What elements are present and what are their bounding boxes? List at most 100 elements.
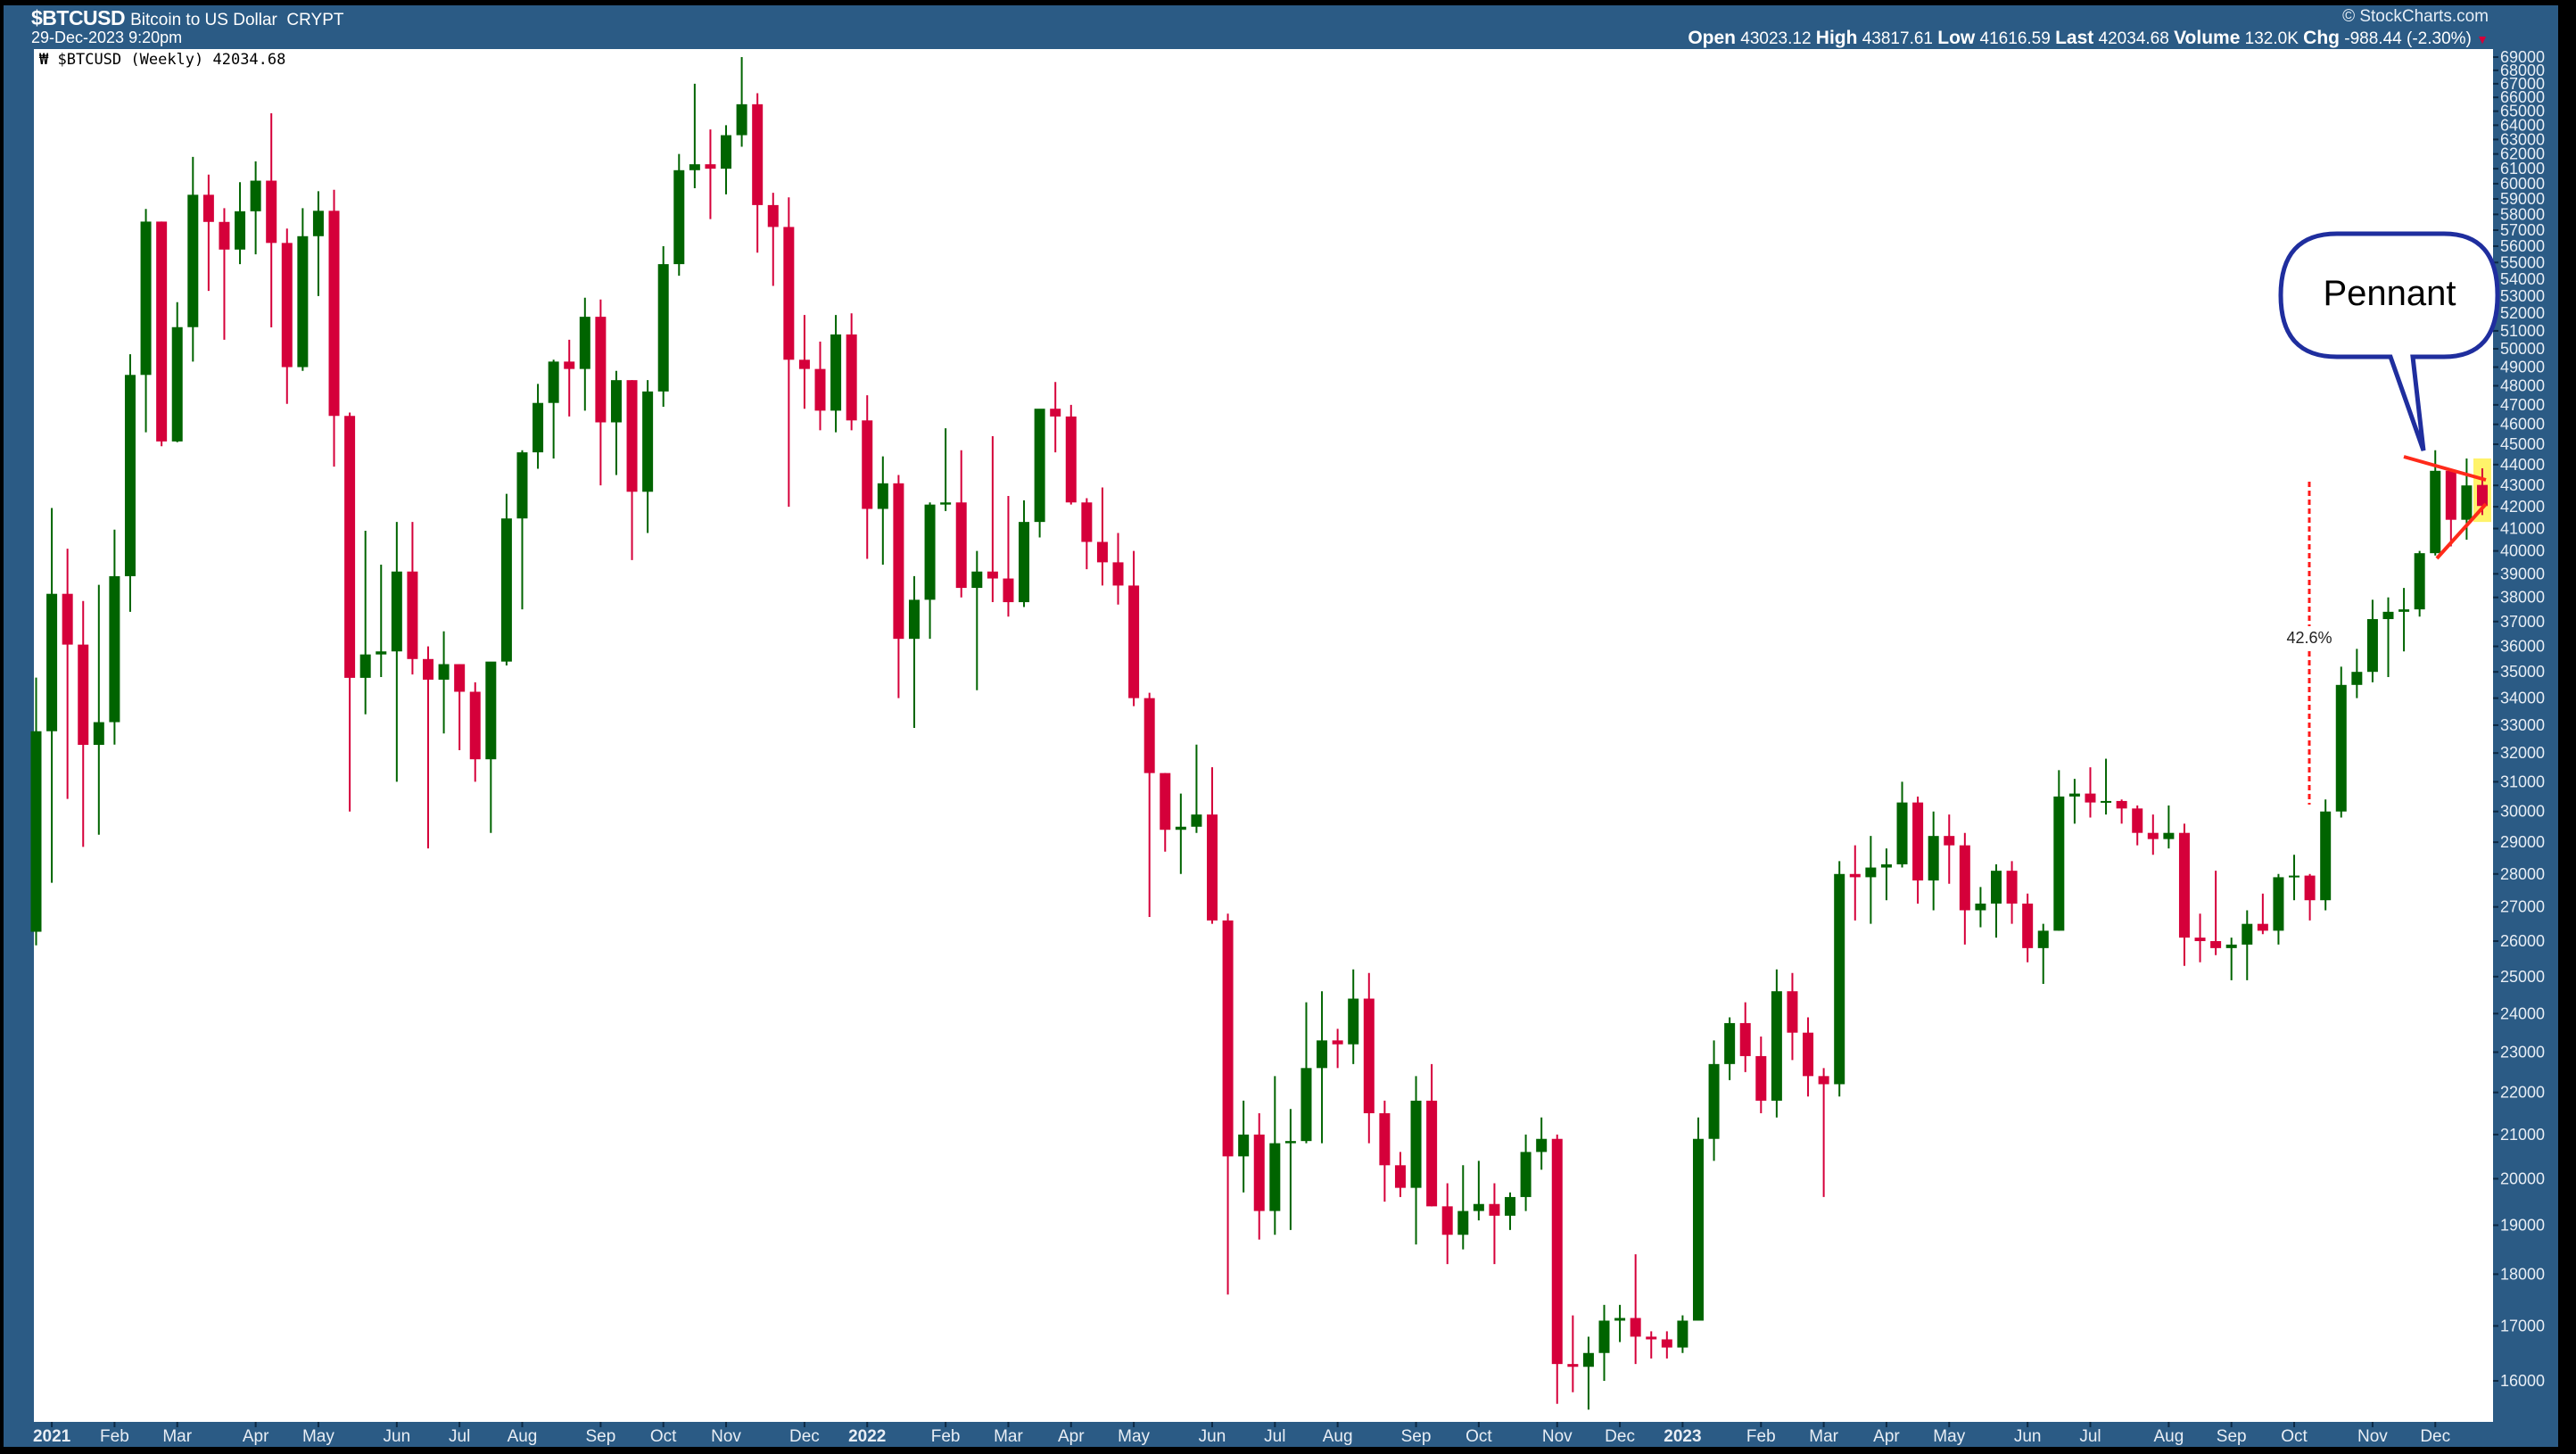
candle-body	[1019, 522, 1030, 603]
candle	[721, 125, 732, 194]
candle	[1567, 1315, 1579, 1392]
x-tick-label: Sep	[1401, 1427, 1432, 1446]
y-tick-label: 32000	[2500, 744, 2545, 762]
y-tick-label: 43000	[2500, 476, 2545, 494]
candle-body	[955, 502, 967, 589]
candle-body	[579, 317, 590, 369]
candle	[2068, 779, 2080, 824]
y-tick-label: 49000	[2500, 359, 2545, 376]
x-tick-label: Sep	[585, 1427, 615, 1446]
copyright: © StockCharts.com	[2342, 7, 2489, 26]
candle-body	[1567, 1364, 1579, 1367]
candle	[1646, 1331, 1657, 1359]
candle	[1003, 496, 1014, 617]
candle	[78, 600, 89, 847]
candle-body	[124, 375, 136, 576]
candle-body	[2132, 808, 2143, 833]
y-tick-label: 39000	[2500, 565, 2545, 582]
candle-body	[1661, 1339, 1672, 1348]
open-value: 43023.12	[1740, 29, 1812, 48]
candle	[987, 436, 998, 603]
candle	[250, 161, 261, 255]
candle-body	[862, 420, 873, 509]
candle	[2335, 666, 2347, 818]
y-tick-label: 47000	[2500, 396, 2545, 414]
candle	[2289, 855, 2300, 901]
candle	[1896, 781, 1908, 868]
candle-body	[1050, 409, 1061, 417]
x-tick-label: Oct	[1466, 1427, 1492, 1446]
candle	[469, 682, 481, 782]
candle-body	[202, 194, 214, 222]
candle	[955, 450, 967, 598]
candle	[2085, 767, 2096, 818]
x-tick-label: Feb	[931, 1427, 961, 1446]
y-tick-label: 36000	[2500, 638, 2545, 656]
y-tick-label: 64000	[2500, 116, 2545, 134]
candle-body	[1582, 1352, 1594, 1367]
high-label: High	[1815, 28, 1858, 48]
candle	[2320, 799, 2332, 911]
candle-body	[1818, 1076, 1829, 1085]
x-tick-label: 2023	[1664, 1427, 1701, 1446]
x-tick-label: Jul	[2079, 1427, 2101, 1446]
candle	[1019, 500, 1030, 607]
candle	[2414, 550, 2425, 617]
candle-body	[1536, 1138, 1548, 1152]
candle-body	[2476, 484, 2488, 507]
chart-legend: ₩ $BTCUSD (Weekly) 42034.68	[39, 51, 285, 69]
candle-body	[689, 164, 700, 170]
candle	[235, 182, 246, 265]
candle	[1160, 772, 1171, 852]
candle-body	[1394, 1165, 1406, 1188]
y-tick-label: 19000	[2500, 1217, 2545, 1235]
candle	[2445, 470, 2456, 547]
x-tick-label: Aug	[1323, 1427, 1353, 1446]
candle	[2132, 805, 2143, 846]
candle	[1803, 1017, 1814, 1097]
x-tick-label: Jun	[384, 1427, 411, 1446]
candle	[156, 221, 168, 447]
high-value: 43817.61	[1862, 29, 1933, 48]
candle-body	[1959, 845, 1970, 911]
candle-body	[359, 654, 371, 678]
x-tick-label: Dec	[789, 1427, 820, 1446]
candle-body	[1175, 826, 1186, 830]
candle-body	[626, 380, 638, 492]
candle	[1975, 887, 1986, 928]
candle-body	[1128, 585, 1140, 698]
x-tick-label: Dec	[1605, 1427, 1635, 1446]
candle	[1614, 1304, 1626, 1342]
symbol: $BTCUSD	[31, 6, 126, 29]
y-tick-label: 66000	[2500, 88, 2545, 106]
candle-body	[2037, 930, 2049, 948]
candle-body	[595, 317, 607, 423]
candle-body	[705, 164, 716, 169]
candle	[1253, 1112, 1265, 1240]
candle-body	[1065, 416, 1077, 503]
y-tick-label: 26000	[2500, 932, 2545, 950]
candle-body	[783, 227, 795, 360]
candle	[626, 380, 638, 560]
candle-body	[1160, 772, 1171, 830]
x-tick-label: 2021	[33, 1427, 71, 1446]
candle	[1144, 692, 1155, 918]
candle-body	[140, 221, 152, 376]
candle-body	[2085, 793, 2096, 803]
candle-body	[657, 264, 669, 392]
candle	[2242, 910, 2253, 980]
y-tick-label: 58000	[2500, 205, 2545, 223]
candle	[2147, 814, 2159, 855]
y-tick-label: 54000	[2500, 270, 2545, 288]
candle-body	[2366, 619, 2378, 673]
candle	[1348, 969, 1359, 1064]
candle-body	[1363, 998, 1375, 1113]
candle	[689, 83, 700, 189]
y-tick-label: 17000	[2500, 1317, 2545, 1334]
candle	[46, 508, 58, 883]
candle	[359, 531, 371, 715]
candle	[344, 412, 356, 812]
candle-body	[1724, 1022, 1736, 1064]
candle	[1034, 409, 1045, 538]
candle-body	[1410, 1100, 1422, 1188]
